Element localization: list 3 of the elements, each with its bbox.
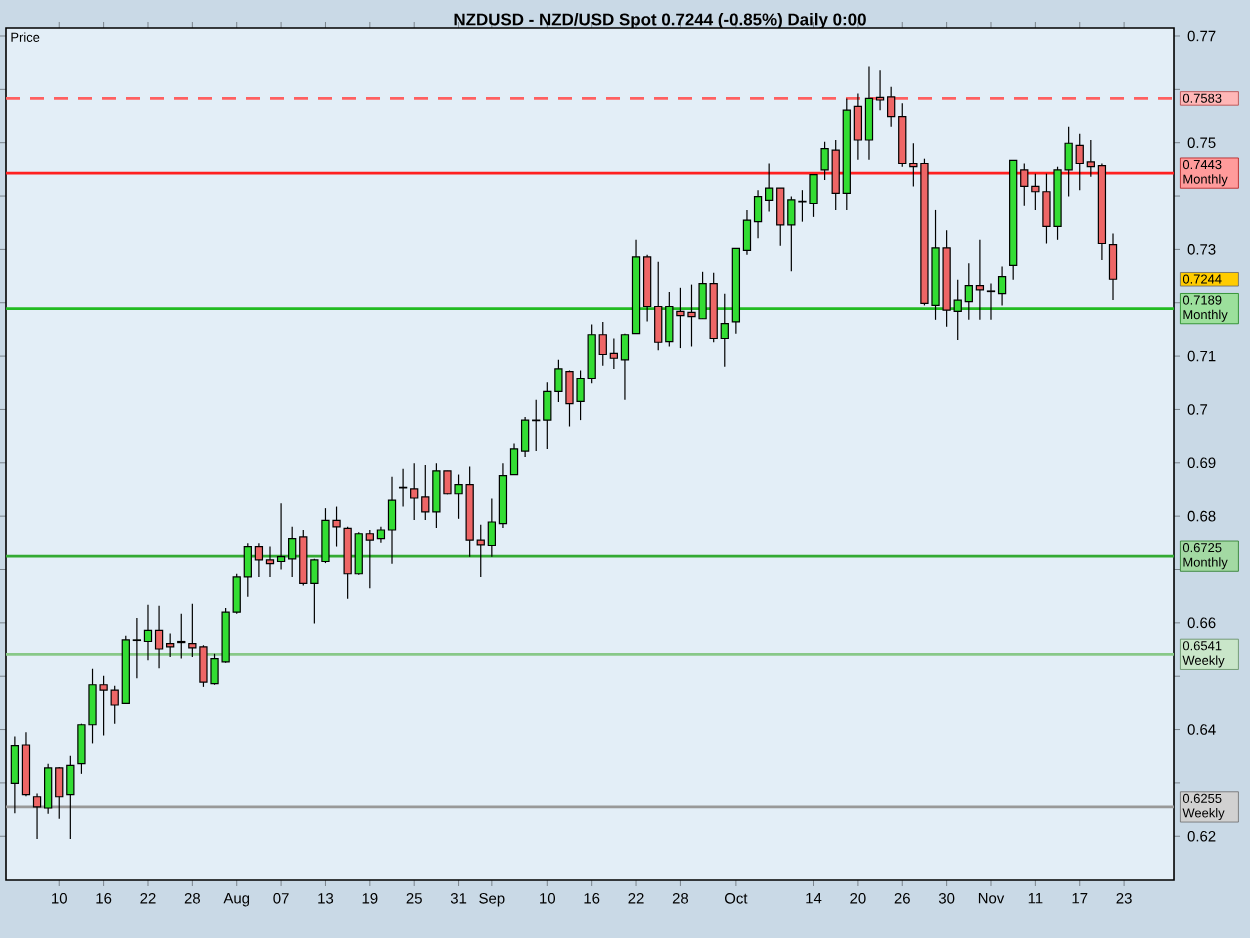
candlestick [1108,232,1118,301]
chart-title: NZDUSD - NZD/USD Spot 0.7244 (-0.85%) Daily 0:00 [454,13,866,29]
candlestick [177,613,186,660]
